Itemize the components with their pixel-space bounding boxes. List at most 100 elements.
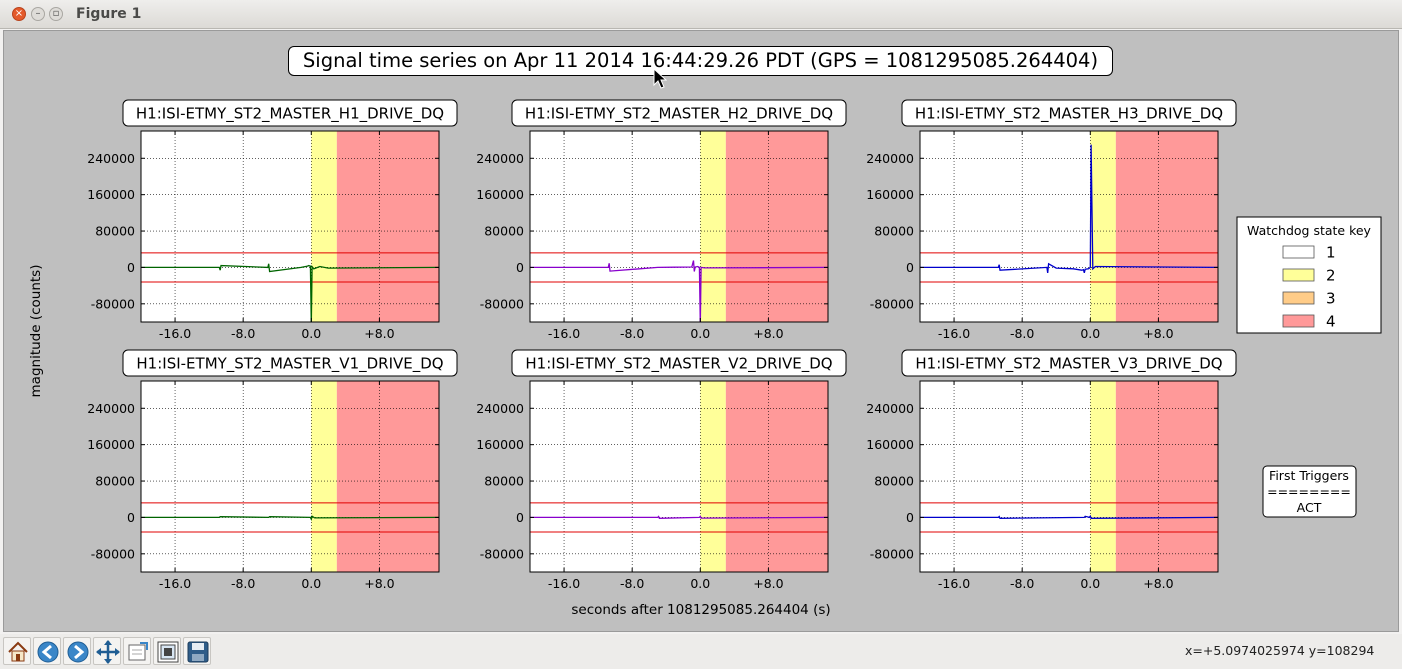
figure-suptitle: Signal time series on Apr 11 2014 16:44:… [288,46,1113,76]
legend-swatch [1282,245,1315,259]
x-tick-label: -8.0 [620,326,644,341]
subplot-title: H1:ISI-ETMY_ST2_MASTER_V2_DRIVE_DQ [525,355,832,374]
y-tick-label: 160000 [866,437,914,452]
mouse-cursor-icon [653,67,668,94]
x-tick-label: -16.0 [159,326,191,341]
legend-swatch [1282,291,1315,305]
x-tick-label: -8.0 [1010,326,1034,341]
pan-icon [96,640,120,664]
signal-series-line [530,260,828,322]
first-triggers-separator: ======== [1267,484,1351,499]
watchdog-legend: Watchdog state key 1 2 3 4 [1236,216,1382,334]
subplot-title-box [901,349,1237,377]
x-axis-label: seconds after 1081295085.264404 (s) [571,602,830,618]
x-tick-label: +8.0 [364,576,394,591]
x-tick-label: -16.0 [548,576,580,591]
minimize-window-button[interactable]: – [31,7,45,21]
x-tick-label: -16.0 [159,576,191,591]
y-tick-label: 160000 [866,187,914,202]
axes-frame [919,130,1219,323]
state-span-4 [336,131,439,322]
y-tick-label: 80000 [484,224,524,239]
subplot-title: H1:ISI-ETMY_ST2_MASTER_V3_DRIVE_DQ [915,355,1222,374]
first-triggers-box: First Triggers========ACT [1262,465,1357,518]
y-tick-label: 240000 [866,151,914,166]
x-tick-label: -16.0 [938,576,970,591]
x-tick-label: -8.0 [231,576,255,591]
y-tick-label: -80000 [480,546,524,561]
legend-swatch [1282,314,1315,328]
y-tick-label: 80000 [95,224,135,239]
y-tick-label: 0 [906,260,914,275]
subplot-5: -16.0 -8.0 0.0 +8.0 -80000 0 80000 160000 240000… [476,349,847,591]
legend-entry-label: 1 [1326,244,1336,262]
first-triggers-frame [1262,465,1357,518]
y-tick-label: 80000 [874,474,914,489]
y-tick-label: 0 [127,510,135,525]
x-tick-label: 0.0 [690,576,710,591]
maximize-window-button[interactable]: ▫ [49,7,63,21]
zoom-button[interactable] [123,637,151,665]
subplot-2: -16.0 -8.0 0.0 +8.0 -80000 0 80000 160000 240000… [476,99,847,341]
y-tick-label: 240000 [476,151,524,166]
x-tick-label: +8.0 [753,576,783,591]
y-tick-label: 0 [516,260,524,275]
legend-entry-label: 4 [1326,313,1336,331]
x-tick-label: -8.0 [231,326,255,341]
home-icon [8,641,28,662]
y-tick-label: -80000 [870,296,914,311]
legend-title: Watchdog state key [1247,223,1372,238]
subplot-title-box [122,99,458,127]
axes-frame [529,130,829,323]
legend-swatch [1282,268,1315,282]
y-tick-label: -80000 [91,296,135,311]
subplot-title-box [511,99,847,127]
back-button[interactable] [33,637,61,665]
x-tick-label: -16.0 [938,326,970,341]
save-button[interactable] [183,637,211,665]
pan-button[interactable] [93,637,121,665]
signal-series-line [920,144,1218,274]
y-tick-label: 240000 [866,401,914,416]
subplot-title-box [901,99,1237,127]
y-tick-label: 80000 [874,224,914,239]
x-tick-label: +8.0 [753,326,783,341]
y-tick-label: 240000 [476,401,524,416]
subplots-button[interactable] [153,637,181,665]
x-tick-label: 0.0 [1080,326,1100,341]
legend-entry-label: 2 [1326,267,1336,285]
signal-series-line [141,515,439,522]
subplot-title: H1:ISI-ETMY_ST2_MASTER_H3_DRIVE_DQ [915,105,1223,124]
y-tick-label: 160000 [476,187,524,202]
home-button[interactable] [3,637,31,665]
axes-frame [140,130,440,323]
subplots-icon [157,641,179,663]
forward-icon [67,641,89,663]
subplot-title: H1:ISI-ETMY_ST2_MASTER_V1_DRIVE_DQ [136,355,443,374]
subplot-title-box [122,349,458,377]
state-span-2 [311,381,337,572]
subplot-title-box [511,349,847,377]
state-span-2 [1090,131,1116,322]
axes-frame [919,380,1219,573]
x-tick-label: -8.0 [620,576,644,591]
x-tick-label: -16.0 [548,326,580,341]
y-tick-label: 80000 [95,474,135,489]
save-icon [187,641,209,663]
subplot-3: -16.0 -8.0 0.0 +8.0 -80000 0 80000 160000 240000… [866,99,1237,341]
zoom-icon [128,642,148,661]
x-tick-label: 0.0 [301,576,321,591]
subplot-title: H1:ISI-ETMY_ST2_MASTER_H2_DRIVE_DQ [525,105,833,124]
y-tick-label: 80000 [484,474,524,489]
forward-button[interactable] [63,637,91,665]
x-tick-label: 0.0 [690,326,710,341]
close-window-button[interactable]: × [12,7,26,21]
state-span-4 [1115,131,1218,322]
state-span-2 [700,131,726,322]
y-tick-label: -80000 [480,296,524,311]
y-axis-label: magnitude (counts) [28,265,44,398]
y-tick-label: 160000 [476,437,524,452]
y-tick-label: 0 [906,510,914,525]
window-titlebar: × – ▫ Figure 1 [0,0,1402,29]
